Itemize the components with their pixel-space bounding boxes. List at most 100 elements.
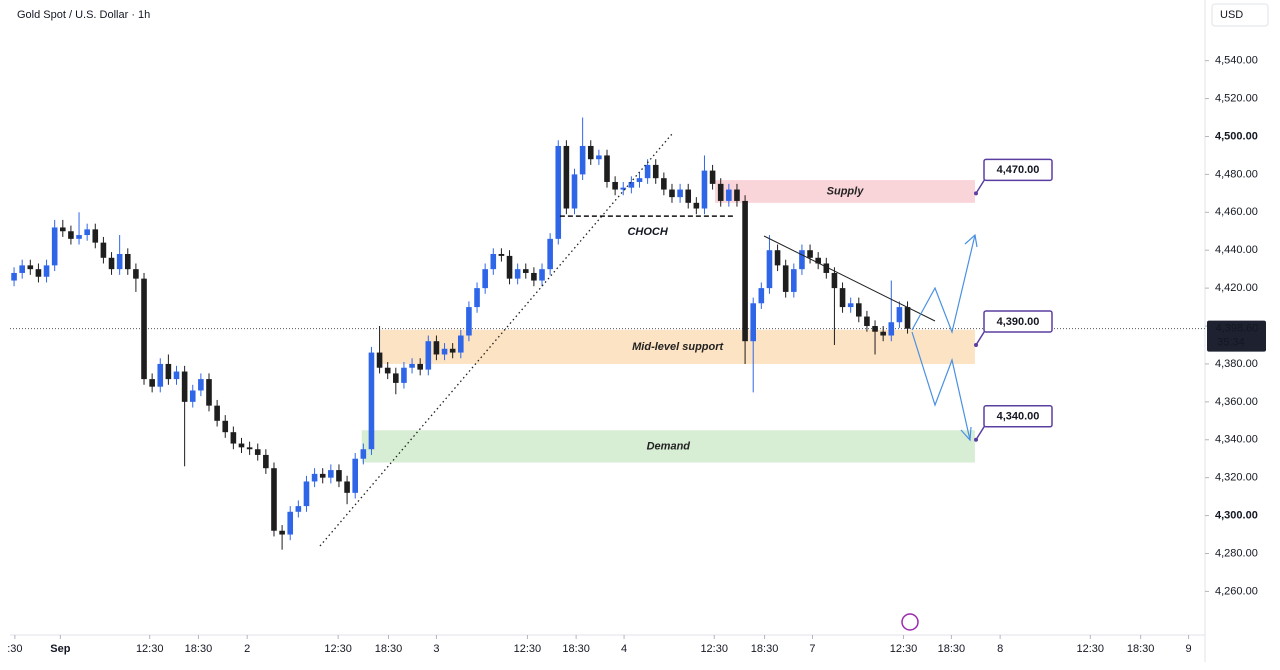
candle-body [587,145,594,160]
candle-body [904,307,911,329]
candle-body [295,506,302,512]
arrow-head [964,233,978,248]
zone-label: Demand [647,440,691,452]
candle-body [782,265,789,292]
candle-body [636,178,643,182]
x-tick-label: 2 [244,643,250,655]
y-tick-label: 4,320.00 [1215,472,1258,484]
zone [715,180,975,203]
candle-body [677,189,683,198]
candle-body [27,265,34,270]
x-tick-label: 12:30 [1077,643,1105,655]
candle-body [620,187,627,190]
candle-body [230,432,237,444]
y-tick-label: 4,380.00 [1215,358,1258,370]
candle-body [490,254,497,270]
candle-body [124,254,131,270]
candle-body [100,242,107,258]
candle-body [726,189,732,201]
candle-body [254,449,261,455]
candle-body [514,269,521,279]
candle-body [43,265,50,277]
candle-body [669,189,675,198]
candle-body [693,202,700,209]
candle-body [701,170,708,209]
candle-body [344,481,350,493]
candle-body [393,373,399,383]
symbol-title: Gold Spot / U.S. Dollar · 1h [17,9,150,21]
candle-body [644,164,651,179]
candle-body [831,272,838,289]
candle-body [19,265,25,273]
currency: USD [1220,9,1243,21]
y-tick-label: 4,520.00 [1215,92,1258,104]
candle-body [59,227,66,232]
candle-body [628,181,635,188]
candle-body [807,250,813,258]
candle-body [791,269,797,292]
y-tick-label: 4,260.00 [1215,585,1258,597]
zone-label: Supply [827,185,865,197]
candle-body [596,155,602,160]
candle-body [92,229,99,243]
x-tick-label: Sep [50,643,70,655]
candle-body [173,371,180,380]
candle-body [11,272,17,281]
callout-box [983,310,1053,333]
candle-body [165,363,172,380]
candle-body [441,348,448,355]
candle-body [506,255,513,279]
x-tick-label: 7 [809,643,815,655]
candle-body [189,390,196,402]
zone-label: Mid-level support [632,341,724,353]
candle-body [336,470,342,482]
candle-body [328,470,334,478]
x-tick-label: 12:30 [514,643,542,655]
currency-box[interactable] [1211,3,1269,27]
arrow-head [960,426,972,442]
y-tick-label: 4,280.00 [1215,547,1258,559]
candle-body [685,189,692,203]
candle-body [896,307,903,323]
candle-body [855,303,862,317]
x-tick-label: 12:30 [700,643,728,655]
candle-body [279,530,285,535]
candle-body [449,348,456,353]
candle-body [133,269,139,279]
candle-body [563,145,570,209]
last-price-label: 4,398.60 [1216,323,1259,335]
candle-body [409,363,415,368]
event-icon[interactable] [901,613,919,631]
candle-body [547,238,553,270]
candle-body [457,335,464,353]
candle-body [612,181,618,190]
callout-box [983,405,1053,428]
x-tick-label: 12:30 [136,643,164,655]
candle-body [888,322,895,336]
candle-body [579,145,586,175]
candle-body [352,458,359,493]
candle-body [238,443,245,448]
candle-body [717,183,724,201]
x-tick-label: 18:30 [1127,643,1155,655]
callout-dot [974,342,978,347]
candle-body [84,229,90,236]
candle-body [839,288,846,308]
candle-body [108,257,115,270]
x-tick-label: 18:30 [375,643,403,655]
candle-body [531,272,537,281]
x-tick-label: 18:30 [751,643,779,655]
x-tick-label: 18:30 [562,643,590,655]
candle-body [498,254,505,256]
candle-body [864,316,870,327]
candle-body [76,235,82,239]
trend-line [319,133,673,547]
candle-body [222,420,229,433]
y-tick-label: 4,480.00 [1215,168,1258,180]
y-tick-label: 4,360.00 [1215,396,1258,408]
y-tick-label: 4,460.00 [1215,206,1258,218]
candle-body [319,473,326,478]
candle-body [181,371,188,402]
candle-body [206,379,212,406]
